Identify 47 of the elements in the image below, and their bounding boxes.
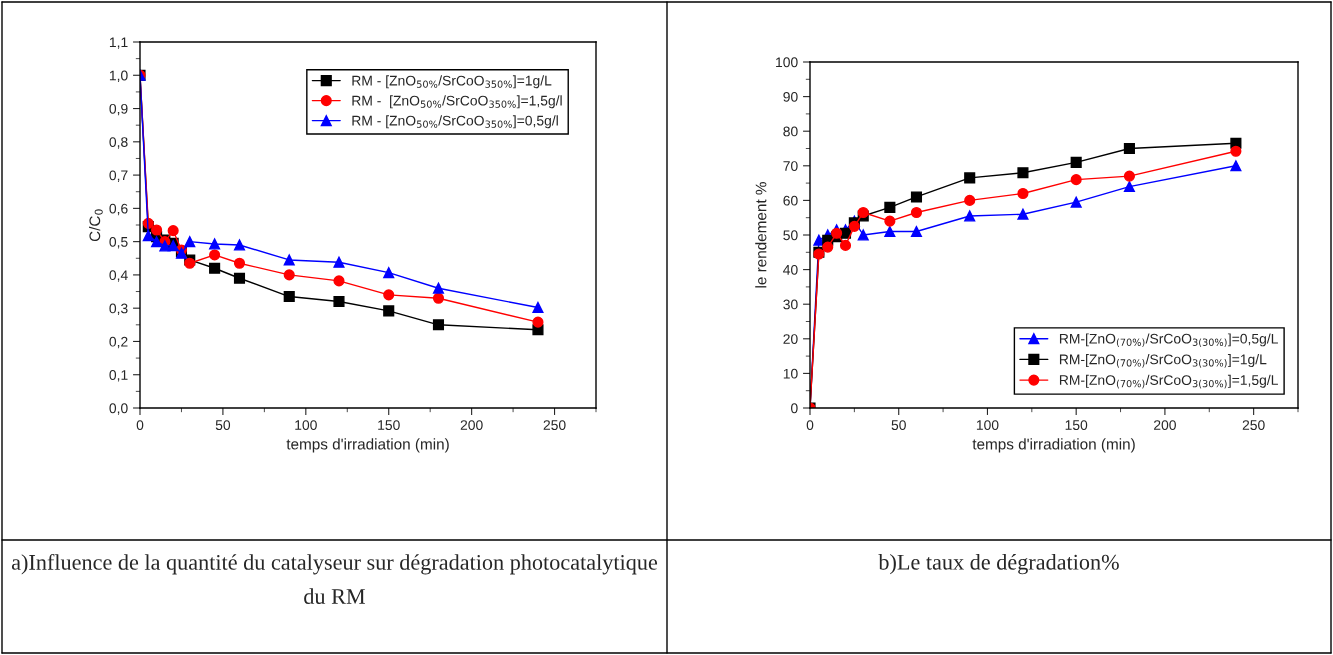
x-tick-label: 150 [1065,420,1088,431]
x-tick-label: 150 [378,420,400,431]
y-tick-label: 60 [783,195,798,206]
y-tick-label: 0,2 [109,336,128,349]
y-tick-label: 100 [776,57,798,68]
x-tick-label: 100 [295,420,317,431]
legend-label: RM-[ZnO$_{(70%)}$/SrCoO$_{3(30%)}$]=1,5g/L [1059,374,1278,389]
y-tick-label: 0,7 [109,170,128,182]
legend-label: RM - [ZnO$_{50%}$/SrCoO$_{350%}$]=1g/L [352,75,552,89]
y-tick-label: 70 [783,161,798,171]
x-tick-label: 0 [136,420,144,431]
y-tick-label: 0,4 [109,270,128,282]
y-tick-label: 20 [783,334,798,344]
x-tick-label: 250 [543,420,566,431]
y-tick-label: 1,0 [109,70,128,83]
text: b)Le taux de dégradation% [878,554,1119,575]
y-tick-label: 0,3 [109,303,128,315]
y-tick-label: 90 [783,91,798,102]
text: a)Influence de la quantité du catalyseur sur dégradation photocatalytique du RM [11,554,658,604]
x-tick-label: 200 [460,420,483,431]
y-tick-label: 0,1 [109,370,128,382]
y-tick-label: 0,5 [109,236,128,249]
x-axis-title: temps d'irradiation (min) [972,438,1135,453]
y-axis-title: le rendement % [755,182,767,288]
y-tick-label: 0,8 [109,137,128,149]
x-tick-label: 50 [891,420,906,431]
x-tick-label: 0 [806,420,814,431]
x-tick-label: 50 [215,420,231,431]
y-tick-label: 1,1 [109,37,128,49]
x-axis-title: temps d'irradiation (min) [286,438,449,453]
legend-label: RM - [ZnO$_{50%}$/SrCoO$_{350%}$]=1,5g/l [352,95,562,109]
y-tick-label: 10 [783,368,798,379]
legend-label: RM - [ZnO$_{50%}$/SrCoO$_{350%}$]=0,5g/l [352,115,558,129]
y-tick-label: 30 [783,299,798,310]
y-tick-label: 50 [783,230,798,241]
y-tick-label: 0,6 [109,203,128,216]
legend-label: RM-[ZnO$_{(70%)}$/SrCoO$_{3(30%)}$]=0,5g/L [1059,333,1278,348]
x-tick-label: 250 [1242,420,1265,431]
legend-label: RM-[ZnO$_{(70%)}$/SrCoO$_{3(30%)}$]=1g/L [1059,354,1267,368]
x-tick-label: 200 [1154,420,1176,431]
y-tick-label: 0,0 [109,403,128,415]
y-tick-label: 0,9 [109,103,128,116]
y-tick-label: 80 [783,126,798,137]
y-tick-label: 40 [783,264,798,275]
y-tick-label: 0 [791,403,798,414]
x-tick-label: 100 [976,420,999,431]
y-axis-title: C/C$_{0}$ [89,209,103,242]
